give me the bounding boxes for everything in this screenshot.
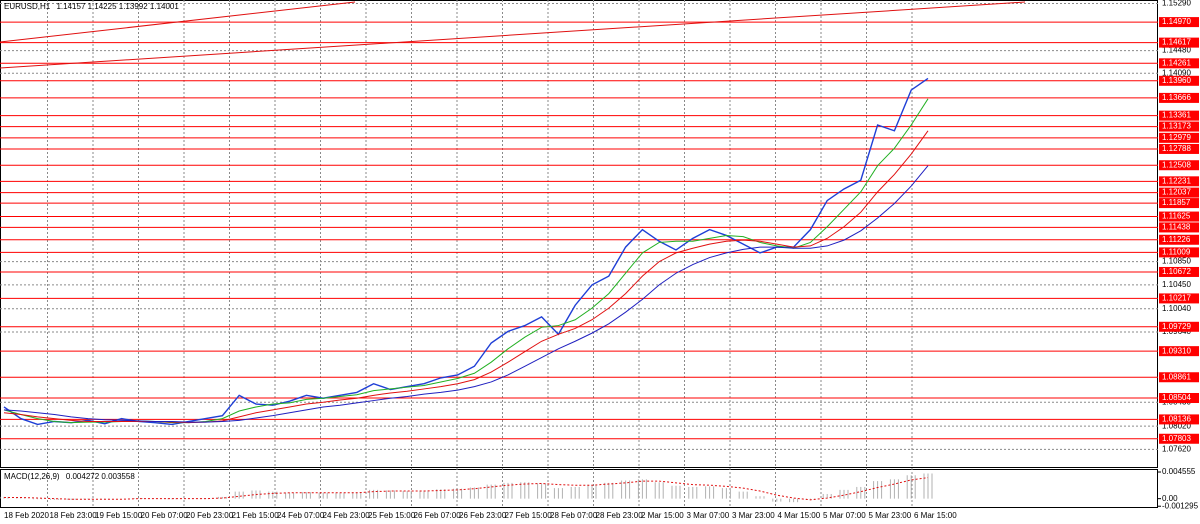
level-label: 1.11438 bbox=[1162, 223, 1191, 232]
level-label-box bbox=[1159, 414, 1199, 425]
level-label: 1.12508 bbox=[1162, 160, 1191, 169]
level-label: 1.14261 bbox=[1162, 58, 1191, 67]
quote: 1.14157 1.14225 1.13992 1.14001 bbox=[56, 2, 179, 11]
x-tick-label: 5 Mar 07:00 bbox=[823, 511, 866, 520]
y-tick-label: 1.14090 bbox=[1162, 68, 1191, 77]
level-label: 1.13361 bbox=[1162, 111, 1191, 120]
x-tick-label: 20 Feb 23:00 bbox=[186, 511, 234, 520]
level-label: 1.13666 bbox=[1162, 93, 1191, 102]
level-label: 1.10672 bbox=[1162, 267, 1191, 276]
level-label-box bbox=[1159, 187, 1199, 198]
level-label: 1.12037 bbox=[1162, 188, 1191, 197]
main-frame bbox=[0, 0, 1158, 468]
level-label: 1.11226 bbox=[1162, 235, 1191, 244]
y-tick-label: 1.10450 bbox=[1162, 280, 1191, 289]
level-label-box bbox=[1159, 198, 1199, 209]
level-label-box bbox=[1159, 37, 1199, 48]
level-label-box bbox=[1159, 132, 1199, 143]
level-label-box bbox=[1159, 75, 1199, 86]
y-tick-label: 1.10040 bbox=[1162, 304, 1191, 313]
y-tick-label: 1.07620 bbox=[1162, 445, 1191, 454]
level-label: 1.12979 bbox=[1162, 133, 1191, 142]
level-label-box bbox=[1159, 372, 1199, 383]
macd-title: MACD(12,26,9) 0.004272 0.003558 bbox=[4, 472, 135, 481]
y-tick-label: 0.00 bbox=[1162, 494, 1178, 503]
y-tick-label: 0.004555 bbox=[1162, 467, 1196, 476]
level-label-box bbox=[1159, 293, 1199, 304]
level-label-box bbox=[1159, 433, 1199, 444]
x-tick-label: 25 Feb 15:00 bbox=[368, 511, 416, 520]
macd-frame bbox=[0, 469, 1158, 508]
level-label-box bbox=[1159, 321, 1199, 332]
trend-line bbox=[0, 1, 1026, 69]
indicator: MACD(12,26,9) bbox=[4, 472, 60, 481]
quote: 0.004272 0.003558 bbox=[66, 472, 136, 481]
level-label: 1.13960 bbox=[1162, 76, 1191, 85]
x-tick-label: 3 Mar 07:00 bbox=[687, 511, 730, 520]
level-label: 1.11625 bbox=[1162, 212, 1191, 221]
level-label: 1.08136 bbox=[1162, 415, 1191, 424]
x-tick-label: 24 Feb 23:00 bbox=[323, 511, 371, 520]
level-label-box bbox=[1159, 58, 1199, 69]
level-label: 1.12788 bbox=[1162, 144, 1191, 153]
level-label-box bbox=[1159, 222, 1199, 233]
x-tick-label: 26 Feb 07:00 bbox=[414, 511, 462, 520]
x-tick-label: 26 Feb 23:00 bbox=[459, 511, 507, 520]
price-line bbox=[3, 77, 929, 426]
level-label-box bbox=[1159, 211, 1199, 222]
level-label-box bbox=[1159, 393, 1199, 404]
chart-title: EURUSD,H1 1.14157 1.14225 1.13992 1.1400… bbox=[4, 2, 179, 11]
level-label: 1.08504 bbox=[1162, 393, 1191, 402]
x-tick-label: 6 Mar 15:00 bbox=[914, 511, 957, 520]
price-line bbox=[3, 165, 929, 423]
level-label-box bbox=[1159, 143, 1199, 154]
level-label: 1.11857 bbox=[1162, 198, 1191, 207]
trend-line bbox=[0, 1, 356, 43]
level-label-box bbox=[1159, 121, 1199, 132]
x-tick-label: 21 Feb 15:00 bbox=[232, 511, 280, 520]
y-tick-label: -0.001295 bbox=[1162, 501, 1199, 510]
y-tick-label: 1.10850 bbox=[1162, 257, 1191, 266]
x-tick-label: 28 Feb 07:00 bbox=[550, 511, 598, 520]
x-tick-label: 3 Mar 23:00 bbox=[732, 511, 775, 520]
x-tick-label: 28 Feb 23:00 bbox=[596, 511, 644, 520]
y-tick-label: 1.15290 bbox=[1162, 0, 1191, 8]
y-tick-label: 1.08020 bbox=[1162, 421, 1191, 430]
x-tick-label: 20 Feb 07:00 bbox=[141, 511, 189, 520]
level-label: 1.08861 bbox=[1162, 372, 1191, 381]
level-label-box bbox=[1159, 17, 1199, 28]
level-label-box bbox=[1159, 176, 1199, 187]
level-label-box bbox=[1159, 110, 1199, 121]
level-label: 1.07803 bbox=[1162, 434, 1191, 443]
x-tick-label: 5 Mar 23:00 bbox=[869, 511, 912, 520]
level-label: 1.14970 bbox=[1162, 17, 1191, 26]
symbol: EURUSD,H1 bbox=[4, 2, 51, 11]
level-label: 1.13173 bbox=[1162, 122, 1191, 131]
level-label: 1.09310 bbox=[1162, 346, 1191, 355]
x-tick-label: 27 Feb 15:00 bbox=[505, 511, 553, 520]
level-label-box bbox=[1159, 247, 1199, 258]
x-tick-label: 2 Mar 15:00 bbox=[641, 511, 684, 520]
level-label-box bbox=[1159, 234, 1199, 245]
x-tick-label: 24 Feb 07:00 bbox=[277, 511, 325, 520]
level-label-box bbox=[1159, 92, 1199, 103]
level-label-box bbox=[1159, 346, 1199, 357]
level-label: 1.14617 bbox=[1162, 38, 1191, 47]
x-tick-label: 4 Mar 15:00 bbox=[778, 511, 821, 520]
y-tick-label: 1.14480 bbox=[1162, 46, 1191, 55]
level-label: 1.09729 bbox=[1162, 322, 1191, 331]
level-label-box bbox=[1159, 266, 1199, 277]
level-label: 1.11009 bbox=[1162, 247, 1191, 256]
x-tick-label: 18 Feb 2020 bbox=[4, 511, 49, 520]
level-label-box bbox=[1159, 160, 1199, 171]
level-label: 1.10217 bbox=[1162, 294, 1191, 303]
x-tick-label: 19 Feb 15:00 bbox=[95, 511, 143, 520]
level-label: 1.12231 bbox=[1162, 176, 1191, 185]
x-tick-label: 18 Feb 23:00 bbox=[50, 511, 98, 520]
